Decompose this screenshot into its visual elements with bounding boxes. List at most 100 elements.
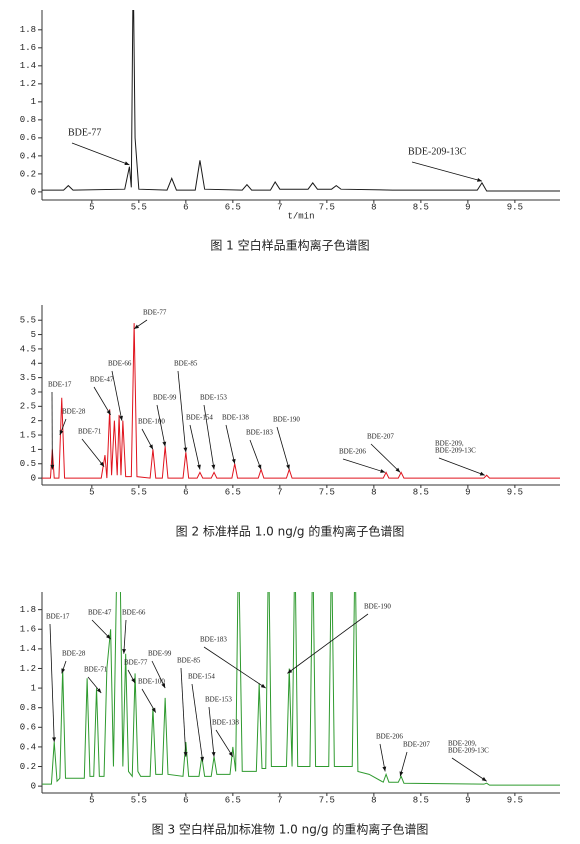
annotation-label: BDE-183 bbox=[200, 636, 227, 644]
y-tick-label: 1.4 bbox=[20, 644, 36, 654]
annotation-label: BDE-77 bbox=[68, 127, 101, 138]
annotation-label: BDE-153 bbox=[205, 696, 232, 704]
annotation-label: BDE-209-13C bbox=[435, 447, 476, 455]
y-tick-label: 0.6 bbox=[20, 723, 36, 733]
x-tick-label: 9 bbox=[465, 487, 470, 497]
x-tick-label: 5.5 bbox=[131, 202, 147, 212]
annotation-label: BDE-209, bbox=[435, 440, 464, 448]
annotation-arrow bbox=[342, 458, 386, 473]
x-tick-label: 8 bbox=[371, 487, 376, 497]
y-tick-label: 5.5 bbox=[20, 316, 36, 326]
arrow-head bbox=[260, 683, 266, 689]
annotation-arrow bbox=[370, 443, 401, 473]
arrow-head bbox=[134, 324, 140, 329]
annotation-arrow bbox=[215, 729, 234, 757]
y-tick-label: 3 bbox=[31, 387, 36, 397]
y-tick-label: 2.5 bbox=[20, 402, 36, 412]
x-tick-label: 7 bbox=[277, 487, 282, 497]
annotation-label: BDE-207 bbox=[403, 741, 430, 749]
arrow-head bbox=[52, 737, 57, 743]
annotation-label: BDE-66 bbox=[122, 609, 146, 617]
annotation-label: BDE-206 bbox=[339, 448, 366, 456]
arrow-head bbox=[380, 469, 386, 473]
y-tick-label: 1 bbox=[31, 683, 36, 693]
y-tick-label: 5 bbox=[31, 330, 36, 340]
annotation-label: BDE-138 bbox=[212, 719, 239, 727]
arrow-head bbox=[479, 471, 485, 476]
annotation-arrow bbox=[203, 646, 266, 689]
y-tick-label: 1.2 bbox=[20, 79, 36, 89]
arrow-head bbox=[257, 464, 262, 470]
x-axis-label: t/min bbox=[287, 211, 314, 221]
arrow-head bbox=[197, 464, 201, 470]
annotation-arrow bbox=[177, 370, 187, 453]
arrow-head bbox=[395, 467, 401, 473]
x-tick-label: 8 bbox=[371, 202, 376, 212]
arrow-head bbox=[119, 415, 123, 421]
x-tick-label: 5 bbox=[89, 202, 94, 212]
y-tick-label: 3.5 bbox=[20, 373, 36, 383]
annotation-label: BDE-190 bbox=[364, 603, 391, 611]
annotation-arrow bbox=[156, 404, 166, 447]
y-tick-label: 0.5 bbox=[20, 459, 36, 469]
x-tick-label: 6 bbox=[183, 795, 188, 805]
annotation-arrow bbox=[276, 426, 290, 470]
arrow-head bbox=[106, 634, 111, 640]
y-tick-label: 0 bbox=[31, 187, 36, 197]
trace bbox=[42, 10, 560, 192]
annotation-label: BDE-47 bbox=[88, 609, 112, 617]
y-tick-label: 0 bbox=[31, 782, 36, 792]
annotation-arrow bbox=[411, 161, 483, 182]
annotation-arrow bbox=[379, 743, 386, 772]
trace bbox=[42, 592, 560, 786]
arrow-head bbox=[99, 461, 105, 467]
x-tick-label: 7.5 bbox=[319, 795, 335, 805]
annotation-label: BDE-28 bbox=[62, 650, 86, 658]
annotation-label: BDE-17 bbox=[46, 613, 70, 621]
annotation-arrow bbox=[93, 386, 111, 416]
x-tick-label: 7.5 bbox=[319, 487, 335, 497]
annotation-label: BDE-99 bbox=[153, 394, 177, 402]
annotation-arrow bbox=[151, 660, 166, 689]
y-tick-label: 4 bbox=[31, 359, 36, 369]
arrow-head bbox=[477, 177, 482, 182]
caption: 图 2 标准样品 1.0 ng/g 的重构离子色谱图 bbox=[176, 524, 405, 539]
annotation-label: BDE-209-13C bbox=[408, 146, 467, 157]
arrow-head bbox=[106, 409, 111, 415]
annotation-arrow bbox=[81, 438, 105, 467]
y-tick-label: 0.2 bbox=[20, 762, 36, 772]
y-tick-label: 1.6 bbox=[20, 43, 36, 53]
annotation-label: BDE-190 bbox=[273, 416, 300, 424]
arrow-head bbox=[50, 464, 55, 470]
arrow-head bbox=[183, 752, 188, 757]
x-tick-label: 7 bbox=[277, 202, 282, 212]
x-tick-label: 5 bbox=[89, 795, 94, 805]
annotation-label: BDE-100 bbox=[138, 418, 165, 426]
annotation-label: BDE-138 bbox=[222, 414, 249, 422]
x-tick-label: 6.5 bbox=[225, 202, 241, 212]
arrow-head bbox=[286, 464, 290, 470]
x-tick-label: 5.5 bbox=[131, 795, 147, 805]
y-tick-label: 0.2 bbox=[20, 169, 36, 179]
annotation-label: BDE-66 bbox=[108, 360, 132, 368]
arrow-head bbox=[149, 444, 153, 450]
arrow-head bbox=[122, 649, 127, 654]
x-tick-label: 8.5 bbox=[413, 795, 429, 805]
arrow-head bbox=[287, 669, 293, 674]
arrow-head bbox=[382, 766, 387, 772]
y-tick-label: 0.8 bbox=[20, 115, 36, 125]
annotation-label: BDE-206 bbox=[376, 733, 403, 741]
y-tick-label: 1.5 bbox=[20, 430, 36, 440]
annotation-arrow bbox=[225, 424, 236, 464]
annotation-label: BDE-154 bbox=[186, 414, 213, 422]
x-tick-label: 5 bbox=[89, 487, 94, 497]
annotation-label: BDE-85 bbox=[177, 657, 201, 665]
annotation-arrow bbox=[451, 757, 487, 782]
annotation-label: BDE-77 bbox=[124, 659, 148, 667]
arrow-head bbox=[481, 777, 487, 782]
annotation-arrow bbox=[191, 683, 204, 762]
annotation-label: BDE-154 bbox=[188, 673, 215, 681]
arrow-head bbox=[231, 458, 236, 464]
